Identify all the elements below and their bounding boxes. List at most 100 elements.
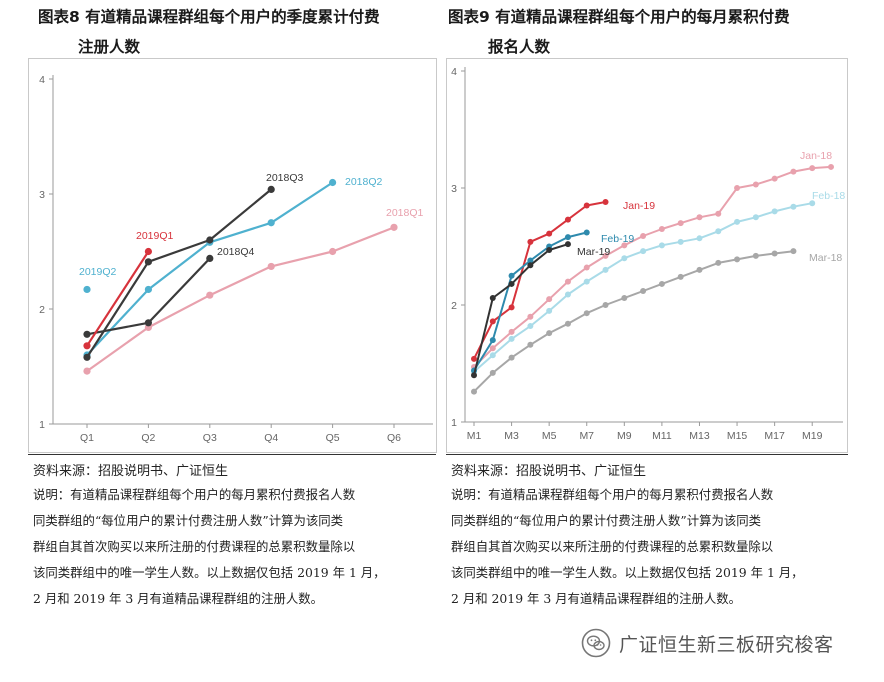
fig8-data-point bbox=[83, 367, 91, 375]
fig9-data-point bbox=[696, 235, 703, 242]
fig8-data-point bbox=[206, 254, 214, 262]
fig8-data-point bbox=[144, 247, 152, 256]
fig9-data-point bbox=[696, 214, 703, 221]
fig9-data-point bbox=[640, 248, 647, 255]
fig9-data-point bbox=[790, 203, 797, 210]
fig9-series-label: Mar-18 bbox=[809, 252, 842, 264]
fig9-data-point bbox=[564, 320, 571, 327]
fig9-data-point bbox=[734, 218, 741, 225]
fig8-data-point bbox=[144, 258, 152, 266]
fig8-series-label: 2019Q2 bbox=[79, 266, 117, 278]
fig9-x-tick-label: M13 bbox=[689, 430, 710, 442]
fig9-data-point bbox=[790, 168, 797, 175]
fig9-data-point bbox=[734, 185, 741, 191]
figure8-note-line: 同类群组的“每位用户的累计付费注册人数”计算为该同类 bbox=[33, 513, 344, 528]
figure8-note-line: 说明：有道精品课程群组每个用户的每月累积付费报名人数 bbox=[33, 487, 356, 502]
fig9-data-point bbox=[564, 216, 571, 223]
figure8-divider bbox=[28, 454, 436, 455]
fig8-series-line bbox=[85, 188, 273, 359]
fig9-y-tick-label: 2 bbox=[451, 300, 457, 312]
fig9-data-point bbox=[715, 228, 722, 235]
fig9-data-point bbox=[621, 255, 628, 262]
figure9-note-line: 说明：有道精品课程群组每个用户的每月累积付费报名人数 bbox=[451, 487, 774, 502]
fig8-x-tick-label: Q2 bbox=[141, 432, 155, 444]
fig9-x-tick-label: M7 bbox=[579, 430, 594, 442]
fig9-data-point bbox=[640, 232, 647, 239]
fig8-data-point bbox=[83, 330, 91, 338]
fig9-y-tick-label: 1 bbox=[451, 417, 457, 429]
figure8-note-line: 2 月和 2019 年 3 月有道精品课程群组的注册人数。 bbox=[33, 591, 324, 606]
fig9-data-point bbox=[809, 200, 816, 207]
fig9-data-point bbox=[752, 252, 759, 259]
fig8-series-label: 2019Q1 bbox=[136, 230, 174, 242]
fig9-y-tick-label: 4 bbox=[451, 66, 457, 78]
fig9-data-point bbox=[621, 242, 628, 249]
fig9-data-point bbox=[546, 247, 553, 254]
fig8-data-point bbox=[206, 291, 214, 299]
brand-watermark: 广证恒生新三板研究梭客 bbox=[581, 626, 834, 660]
fig8-series-label: 2018Q4 bbox=[217, 246, 255, 258]
fig9-series-label: Feb-18 bbox=[812, 190, 845, 202]
fig9-data-point bbox=[602, 302, 609, 308]
fig9-series-line bbox=[473, 201, 607, 360]
fig9-data-point bbox=[546, 307, 553, 314]
fig9-x-tick-label: M19 bbox=[802, 430, 823, 442]
fig9-data-point bbox=[583, 229, 590, 236]
fig9-data-point bbox=[508, 354, 515, 361]
fig9-data-point bbox=[734, 256, 741, 263]
figure8-note-line: 群组自其首次购买以来所注册的付费课程的总累积数量除以 bbox=[33, 539, 356, 554]
fig9-data-point bbox=[677, 238, 684, 245]
fig9-data-point bbox=[583, 202, 590, 209]
fig9-y-tick-label: 3 bbox=[451, 183, 457, 195]
fig8-data-point bbox=[144, 319, 152, 327]
fig8-data-point bbox=[267, 262, 275, 271]
fig9-data-point bbox=[489, 318, 496, 325]
fig9-data-point bbox=[583, 310, 590, 317]
figure9-chart-frame: 1 2 3 4 M1 M3 M5 M7 M9 M11 M13 M15 M17 M19 Jan-18 Feb-1… bbox=[446, 58, 848, 453]
fig9-data-point bbox=[696, 266, 703, 273]
fig8-y-tick-label: 4 bbox=[39, 74, 45, 86]
fig8-y-tick-label: 2 bbox=[39, 304, 45, 316]
fig9-data-point bbox=[602, 252, 609, 259]
fig8-data-point bbox=[144, 285, 152, 294]
figure8-note-line: 该同类群组中的唯一学生人数。以上数据仅包括 2019 年 1 月， bbox=[33, 565, 386, 580]
fig8-x-tick-label: Q1 bbox=[80, 432, 94, 444]
fig9-series-line bbox=[473, 250, 795, 393]
fig9-x-tick-label: M5 bbox=[542, 430, 557, 442]
figure9-note-line: 2 月和 2019 年 3 月有道精品课程群组的注册人数。 bbox=[451, 591, 742, 606]
fig8-series-label: 2018Q2 bbox=[345, 176, 383, 188]
fig9-data-point bbox=[715, 210, 722, 217]
fig9-series-line bbox=[473, 165, 832, 368]
figure8-title: 图表8 有道精品课程群组每个用户的季度累计付费 注册人数 bbox=[38, 2, 438, 62]
fig9-x-tick-label: M17 bbox=[764, 430, 785, 442]
fig8-series-label: 2018Q1 bbox=[386, 207, 424, 219]
fig8-data-point bbox=[83, 285, 91, 294]
fig9-data-point bbox=[471, 388, 477, 395]
fig9-data-point bbox=[583, 264, 590, 271]
fig8-x-tick-label: Q4 bbox=[264, 432, 278, 444]
figure9-source: 资料来源：招股说明书、广证恒生 bbox=[451, 464, 647, 479]
fig9-data-point bbox=[508, 304, 515, 311]
fig9-data-point bbox=[527, 238, 534, 245]
fig9-data-point bbox=[527, 323, 534, 330]
fig8-series-line bbox=[85, 181, 334, 357]
fig9-data-point bbox=[658, 280, 665, 287]
fig9-data-point bbox=[489, 352, 496, 359]
fig9-data-point bbox=[602, 199, 609, 206]
fig9-data-point bbox=[546, 330, 553, 337]
fig9-data-point bbox=[546, 230, 553, 237]
fig9-series-label: Jan-18 bbox=[800, 150, 832, 162]
fig8-y-tick-label: 3 bbox=[39, 189, 45, 201]
fig9-data-point bbox=[508, 280, 515, 287]
fig8-x-tick-label: Q6 bbox=[387, 432, 401, 444]
fig9-data-point bbox=[715, 259, 722, 266]
figure8-note: 说明：有道精品课程群组每个用户的每月累积付费报名人数 同类群组的“每位用户的累计… bbox=[33, 482, 438, 612]
fig8-data-point bbox=[267, 219, 275, 227]
fig9-series-label: Mar-19 bbox=[577, 246, 610, 258]
fig9-data-point bbox=[640, 287, 647, 294]
fig9-data-point bbox=[602, 266, 609, 273]
fig9-data-point bbox=[621, 294, 628, 301]
fig9-data-point bbox=[527, 313, 534, 320]
fig9-data-point bbox=[583, 278, 590, 285]
figure9-title: 图表9 有道精品课程群组每个用户的每月累积付费 报名人数 bbox=[448, 2, 878, 62]
